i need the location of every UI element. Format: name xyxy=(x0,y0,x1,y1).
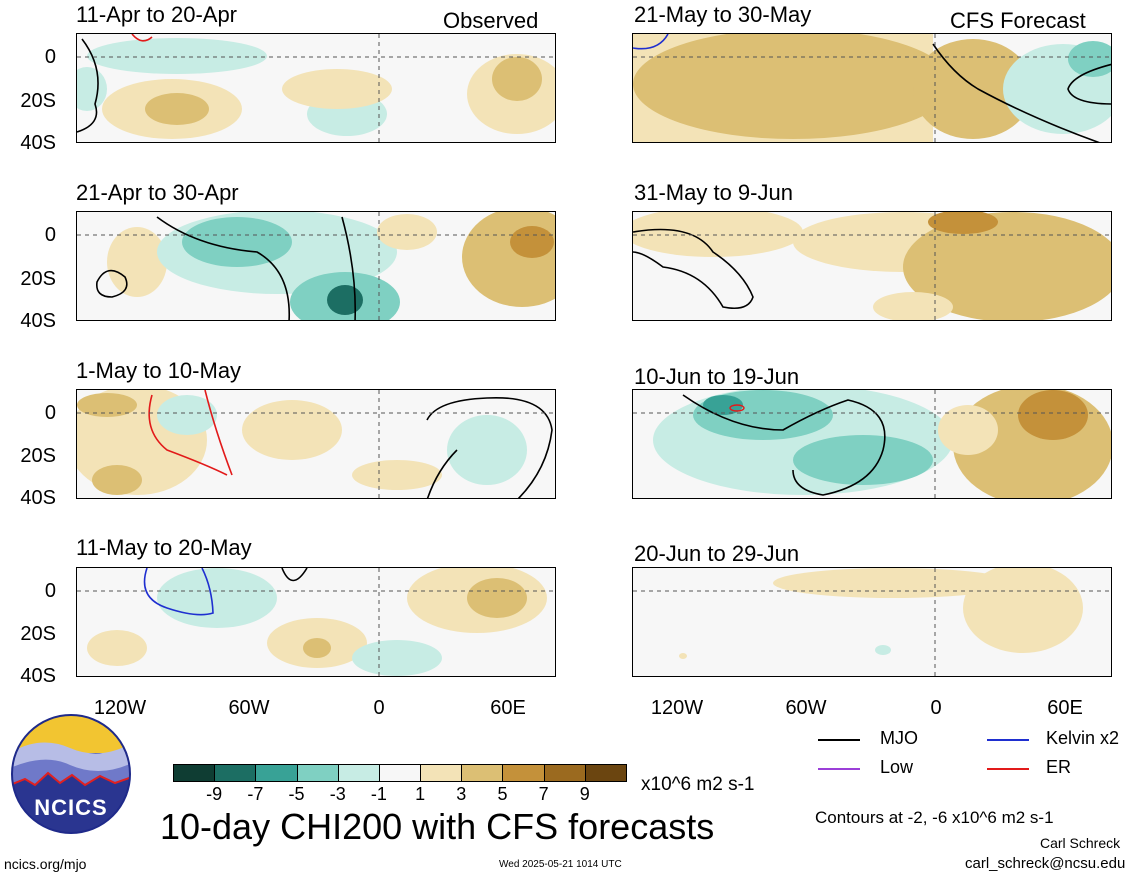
lat-label-0: 0 xyxy=(44,46,56,68)
ncics-logo: NCICS xyxy=(10,713,132,835)
panel-title-fcst-4: 20-Jun to 29-Jun xyxy=(634,541,800,566)
colorbar-tick-label: -9 xyxy=(206,784,223,804)
panel-title-obs-1: 11-Apr to 20-Apr xyxy=(76,2,238,27)
author-name: Carl Schreck xyxy=(1040,835,1121,851)
lon-label-120w: 120W xyxy=(93,697,147,719)
lat-label-20s: 20S xyxy=(20,445,56,467)
lat-label-40s: 40S xyxy=(20,310,56,332)
colorbar-ticks: -9 -7 -5 -3 -1 1 3 5 7 9 xyxy=(173,784,626,806)
map-panel-fcst-1 xyxy=(632,33,1112,143)
lon-label-60w: 60W xyxy=(228,697,270,719)
colorbar-segment xyxy=(337,764,380,782)
lon-label-60e: 60E xyxy=(1047,697,1083,719)
colorbar-tick-label: -1 xyxy=(370,784,387,804)
panel-title-fcst-3: 10-Jun to 19-Jun xyxy=(634,364,800,389)
colorbar-segment xyxy=(378,764,422,782)
lat-label-0: 0 xyxy=(44,580,56,602)
map-panel-fcst-3 xyxy=(632,389,1112,499)
source-url[interactable]: ncics.org/mjo xyxy=(4,856,87,872)
map-panel-obs-1 xyxy=(76,33,556,143)
colorbar-segment xyxy=(296,764,339,782)
colorbar-segment xyxy=(255,764,298,782)
panel-title-obs-4: 11-May to 20-May xyxy=(76,535,252,560)
lat-label-0: 0 xyxy=(44,402,56,424)
lat-label-40s: 40S xyxy=(20,665,56,687)
colorbar-tick-label: 5 xyxy=(497,784,508,804)
colorbar xyxy=(173,764,627,782)
observed-label: Observed xyxy=(443,8,539,33)
colorbar-tick-label: -7 xyxy=(247,784,264,804)
colorbar-tick-label: -3 xyxy=(329,784,346,804)
colorbar-segment xyxy=(584,764,627,782)
colorbar-tick-label: -5 xyxy=(288,784,305,804)
colorbar-segment xyxy=(173,764,216,782)
colorbar-segment xyxy=(214,764,257,782)
legend-label-mjo: MJO xyxy=(880,728,918,748)
lon-label-60e: 60E xyxy=(490,697,526,719)
lon-label-120w: 120W xyxy=(650,697,704,719)
colorbar-tick-label: 9 xyxy=(579,784,590,804)
colorbar-tick-label: 1 xyxy=(415,784,426,804)
cfs-forecast-label: CFS Forecast xyxy=(950,8,1086,33)
map-panel-obs-4 xyxy=(76,567,556,677)
lat-label-20s: 20S xyxy=(20,268,56,290)
map-panel-obs-3 xyxy=(76,389,556,499)
colorbar-segment xyxy=(461,764,504,782)
legend-label-er: ER xyxy=(1046,757,1072,777)
legend-line-low xyxy=(818,768,860,770)
lon-label-60w: 60W xyxy=(785,697,827,719)
panel-title-fcst-1: 21-May to 30-May xyxy=(634,2,812,27)
map-panel-obs-2 xyxy=(76,211,556,321)
legend-line-er xyxy=(987,768,1029,770)
colorbar-segment xyxy=(502,764,545,782)
author-email[interactable]: carl_schreck@ncsu.edu xyxy=(965,855,1126,872)
colorbar-units: x10^6 m2 s-1 xyxy=(641,774,755,795)
lat-label-20s: 20S xyxy=(20,623,56,645)
map-panel-fcst-2 xyxy=(632,211,1112,321)
panel-title-obs-2: 21-Apr to 30-Apr xyxy=(76,180,239,205)
lat-label-20s: 20S xyxy=(20,90,56,112)
colorbar-tick-label: 7 xyxy=(538,784,549,804)
lat-label-0: 0 xyxy=(44,224,56,246)
legend-label-low: Low xyxy=(880,757,914,777)
colorbar-segment xyxy=(543,764,586,782)
colorbar-tick-label: 3 xyxy=(456,784,467,804)
legend-line-mjo xyxy=(818,739,860,741)
main-title: 10-day CHI200 with CFS forecasts xyxy=(160,806,715,847)
panel-title-obs-3: 1-May to 10-May xyxy=(76,358,242,383)
lon-label-0: 0 xyxy=(930,697,942,719)
timestamp: Wed 2025-05-21 1014 UTC xyxy=(499,859,622,870)
map-panel-fcst-4 xyxy=(632,567,1112,677)
legend-label-kelvin: Kelvin x2 xyxy=(1046,728,1120,748)
contours-note: Contours at -2, -6 x10^6 m2 s-1 xyxy=(815,808,1054,827)
panel-title-fcst-2: 31-May to 9-Jun xyxy=(634,180,793,205)
lat-label-40s: 40S xyxy=(20,132,56,154)
legend-line-kelvin xyxy=(987,739,1029,741)
logo-text: NCICS xyxy=(34,795,108,820)
lon-label-0: 0 xyxy=(373,697,385,719)
lat-label-40s: 40S xyxy=(20,487,56,509)
colorbar-segment xyxy=(420,764,463,782)
